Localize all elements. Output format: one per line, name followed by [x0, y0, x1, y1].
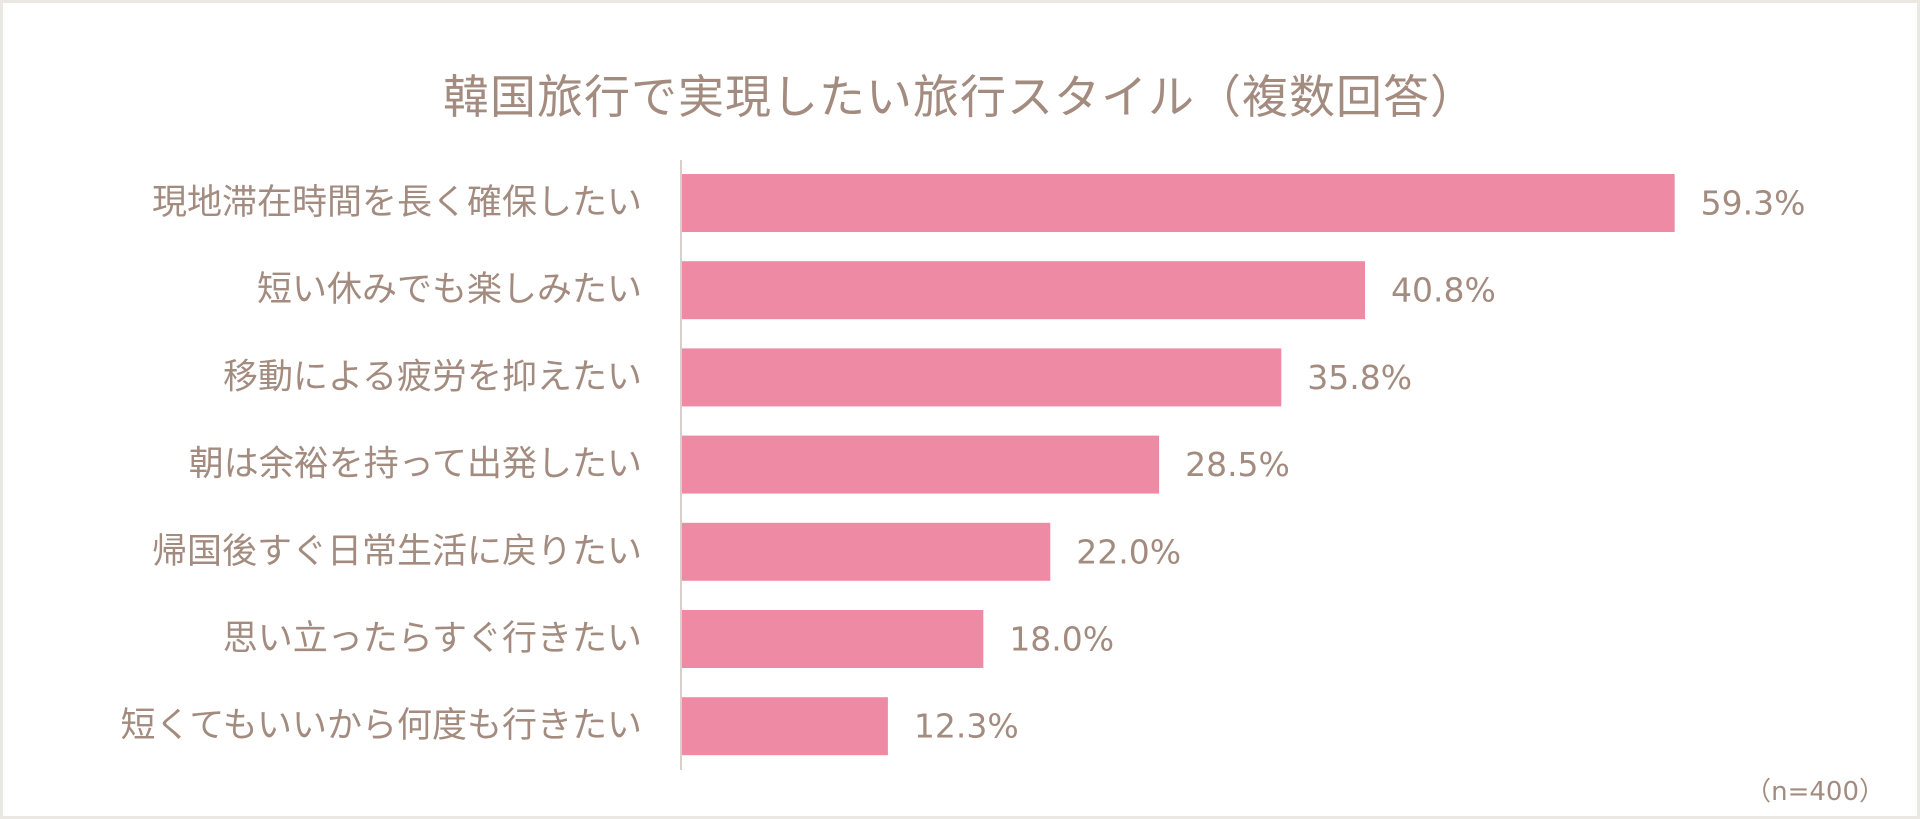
bar-7 [682, 697, 888, 756]
sample-size-note: （n=400） [1745, 777, 1885, 807]
bar-1 [682, 174, 1675, 232]
category-label-4: 朝は余裕を持って出発したい [189, 445, 642, 485]
category-label-5: 帰国後すぐ日常生活に戻りたい [152, 532, 642, 572]
bar-5 [682, 522, 1051, 581]
bar-2 [682, 261, 1365, 320]
category-label-1: 現地滞在時間を長く確保したい [152, 183, 642, 223]
category-label-3: 移動による疲労を抑えたい [223, 357, 642, 397]
category-label-7: 短くてもいいから何度も行きたい [120, 706, 642, 746]
value-label-2: 40.8% [1391, 271, 1496, 310]
value-label-6: 18.0% [1009, 620, 1114, 659]
value-label-5: 22.0% [1076, 532, 1181, 571]
value-label-7: 12.3% [914, 707, 1019, 746]
chart-panel: 韓国旅行で実現したい旅行スタイル（複数回答） （n=400） [3, 3, 1917, 816]
category-label-6: 思い立ったらすぐ行きたい [223, 619, 642, 659]
value-label-4: 28.5% [1185, 445, 1290, 484]
bar-4 [682, 435, 1160, 494]
bar-6 [682, 610, 984, 668]
value-label-3: 35.8% [1307, 358, 1412, 397]
bar-3 [682, 348, 1282, 407]
category-label-2: 短い休みでも楽しみたい [257, 270, 642, 310]
chart-title: 韓国旅行で実現したい旅行スタイル（複数回答） [443, 70, 1477, 124]
value-label-1: 59.3% [1701, 184, 1806, 223]
